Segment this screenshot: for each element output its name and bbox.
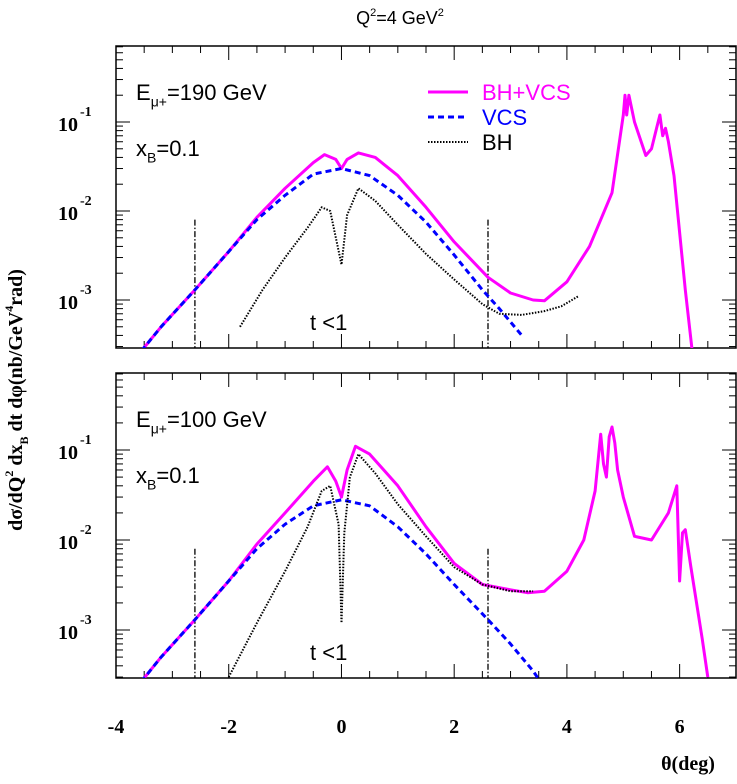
x-tick-label: 4	[562, 716, 572, 738]
t-cut-label: t <1	[310, 640, 347, 665]
legend-label: BH	[482, 130, 513, 155]
series-bh-plus-vcs	[142, 425, 710, 678]
x-tick-label: -4	[108, 716, 125, 738]
y-tick-exponent: -2	[80, 194, 92, 209]
series-vcs	[141, 167, 523, 348]
beam-energy-label: Eμ+=100 GeV	[136, 407, 267, 437]
legend-label: VCS	[482, 105, 527, 130]
x-tick-label: 0	[336, 716, 346, 738]
y-tick-label: 10	[58, 203, 78, 225]
y-tick-label: 10	[58, 622, 78, 644]
series-bh	[227, 453, 534, 678]
y-tick-exponent: -1	[80, 433, 92, 448]
y-tick-label: 10	[58, 292, 78, 314]
y-tick-exponent: -1	[80, 105, 92, 120]
x-tick-label: 2	[449, 716, 459, 738]
figure-title: Q2=4 GeV2	[356, 7, 444, 28]
x-axis-label: θ(deg)	[661, 753, 715, 775]
xb-label: xB=0.1	[136, 136, 200, 166]
t-cut-label: t <1	[310, 310, 347, 335]
beam-energy-label: Eμ+=190 GeV	[136, 80, 267, 110]
x-tick-label: -2	[220, 716, 237, 738]
x-tick-label: 6	[675, 716, 685, 738]
y-axis-label: dσ/dQ2 dxB dt dφ(nb/GeV4rad)	[2, 269, 31, 531]
y-tick-label: 10	[58, 114, 78, 136]
y-tick-exponent: -3	[80, 613, 92, 628]
y-tick-label: 10	[58, 532, 78, 554]
legend-label: BH+VCS	[482, 80, 571, 105]
xb-label: xB=0.1	[136, 463, 200, 493]
y-tick-label: 10	[58, 442, 78, 464]
series-bh	[239, 187, 579, 328]
series-bh-plus-vcs	[141, 93, 694, 348]
series-vcs	[142, 498, 540, 678]
y-tick-exponent: -2	[80, 523, 92, 538]
y-tick-exponent: -3	[80, 283, 92, 298]
